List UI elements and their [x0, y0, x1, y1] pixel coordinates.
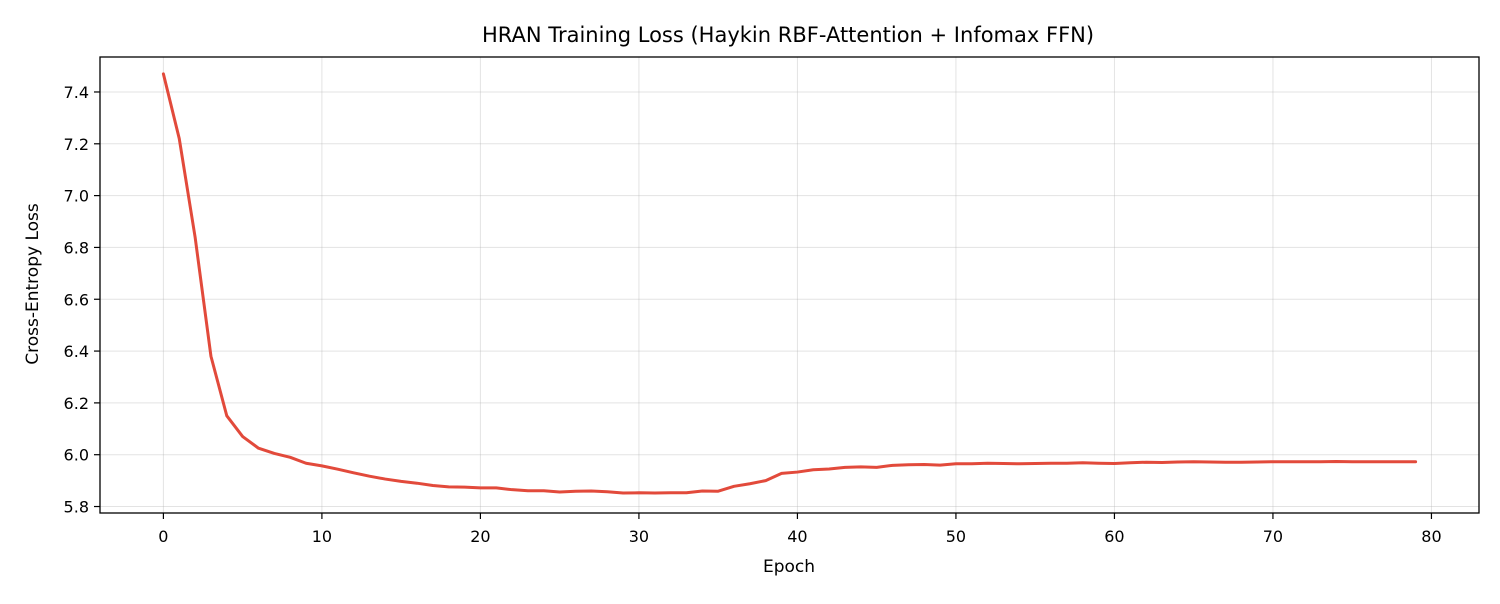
grid — [100, 57, 1479, 513]
y-axis-label: Cross-Entropy Loss — [23, 203, 43, 365]
y-tick-label: 7.0 — [64, 187, 89, 206]
x-tick-label: 0 — [158, 527, 168, 546]
y-tick-label: 7.4 — [64, 83, 89, 102]
y-tick-label: 7.2 — [64, 135, 89, 154]
y-tick-label: 6.8 — [64, 238, 89, 257]
y-tick-label: 6.4 — [64, 342, 89, 361]
x-tick-label: 60 — [1104, 527, 1124, 546]
chart-title: HRAN Training Loss (Haykin RBF-Attention… — [482, 23, 1094, 47]
x-tick-label: 70 — [1263, 527, 1283, 546]
x-axis-label: Epoch — [763, 557, 815, 577]
x-tick-label: 80 — [1421, 527, 1441, 546]
series-layer — [161, 72, 1418, 495]
y-tick-label: 5.8 — [64, 498, 89, 517]
x-tick-label: 40 — [787, 527, 807, 546]
axis-ticks: 0 10 20 30 40 50 60 70 80 5.8 6.0 6.2 6.4 6.6 6.8 7.0 7.… — [64, 83, 1442, 546]
y-tick-label: 6.2 — [64, 394, 89, 413]
x-tick-label: 20 — [470, 527, 490, 546]
loss-series-line — [161, 72, 1418, 495]
x-tick-label: 30 — [629, 527, 649, 546]
x-tick-label: 10 — [312, 527, 332, 546]
y-tick-label: 6.6 — [64, 290, 89, 309]
y-tick-label: 6.0 — [64, 446, 89, 465]
x-tick-label: 50 — [946, 527, 966, 546]
plot-frame — [99, 56, 1480, 514]
